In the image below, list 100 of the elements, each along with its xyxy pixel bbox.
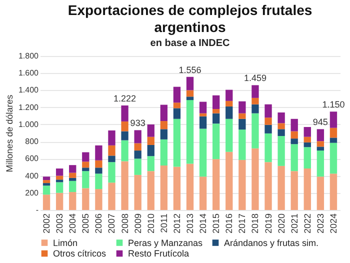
bar [95,174,102,190]
bar [212,124,220,160]
bar [304,142,311,148]
bar [82,171,90,188]
bar [42,194,50,210]
bar [69,172,76,178]
bar [108,130,116,146]
bar [82,162,90,168]
x-tick-label: 2013 [185,214,195,234]
total-label: 1.556 [178,64,202,75]
bar [147,156,154,172]
y-tick-label: 1.200 [18,102,40,112]
bar [42,183,50,186]
bar [69,192,76,210]
bar [95,145,102,160]
legend-label: Otros cítricos [53,248,107,258]
bar [212,95,220,110]
bar [212,113,220,124]
total-label: 1.150 [322,100,345,110]
bar [252,104,259,114]
x-tick-label: 2023 [315,214,326,234]
bar [290,118,298,132]
bar [134,143,142,151]
bar [226,100,233,106]
bar [226,118,233,152]
y-tick-label: 600 [25,154,40,164]
bar [56,168,64,176]
bar [121,161,128,210]
bar [278,129,285,136]
x-tick-label: 2006 [94,214,104,234]
bar [160,166,168,210]
x-tick-label: 2010 [146,214,156,234]
bar [238,101,246,114]
bar [69,180,76,192]
bar [121,131,128,140]
bar [173,166,181,210]
bar [252,85,259,98]
bar [108,156,116,162]
bar [238,113,246,119]
chart-subtitle: en base a INDEC [150,38,230,49]
y-tick-label: 1.800 [18,52,40,60]
bar [173,102,181,108]
x-tick-label: 2008 [120,214,130,234]
x-tick-label: 2009 [132,214,143,234]
bar [238,160,246,210]
y-tick-label: 1.000 [18,120,40,129]
bar [56,180,64,182]
legend-label: Limón [53,238,78,248]
bar [304,168,311,210]
x-tick-label: 2017 [237,214,248,234]
bar [316,129,324,142]
x-tick-label: 2020 [276,214,286,234]
x-tick-label: 2014 [198,214,208,234]
bar [316,176,324,210]
bar [108,145,116,156]
bar [264,162,272,210]
x-tick-label: 2005 [80,214,91,234]
y-tick-label: 200 [25,188,40,198]
bar [316,150,324,177]
bar [173,108,181,119]
total-label: 933 [130,118,146,128]
bar [147,144,154,156]
x-tick-label: 2019 [263,214,274,234]
bar [42,186,50,195]
bar [160,139,168,166]
text: Exportaciones de complejos frutales [68,2,312,18]
bar [121,140,128,162]
bar [186,96,194,100]
bar [199,128,207,177]
bar [199,102,207,114]
x-tick-label: 2022 [302,214,312,234]
bar [82,152,90,162]
legend-label: Resto Frutícola [128,248,190,258]
x-tick-label: 2024 [328,214,338,234]
bar [147,136,154,145]
bar [316,141,324,147]
bar [212,159,220,210]
bar [330,128,338,138]
bar [56,192,64,210]
total-label: 1.222 [114,93,136,104]
x-tick-label: 2015 [211,214,222,234]
y-tick-label: 1.600 [18,68,40,78]
bar [290,144,298,172]
bar [186,100,194,164]
bar [134,158,142,175]
bar [278,136,285,166]
bar [199,113,207,116]
bar [42,180,50,184]
total-label: 1.459 [244,73,266,84]
text: argentinos [154,19,226,35]
bar [95,160,102,168]
x-tick-label: 2007 [106,214,117,234]
bar [82,168,90,172]
bar [304,127,311,137]
bar [160,129,168,140]
bar [69,165,76,173]
y-tick-label: - [36,206,39,214]
bar [304,136,311,142]
bar [134,130,142,144]
bar [226,152,233,210]
